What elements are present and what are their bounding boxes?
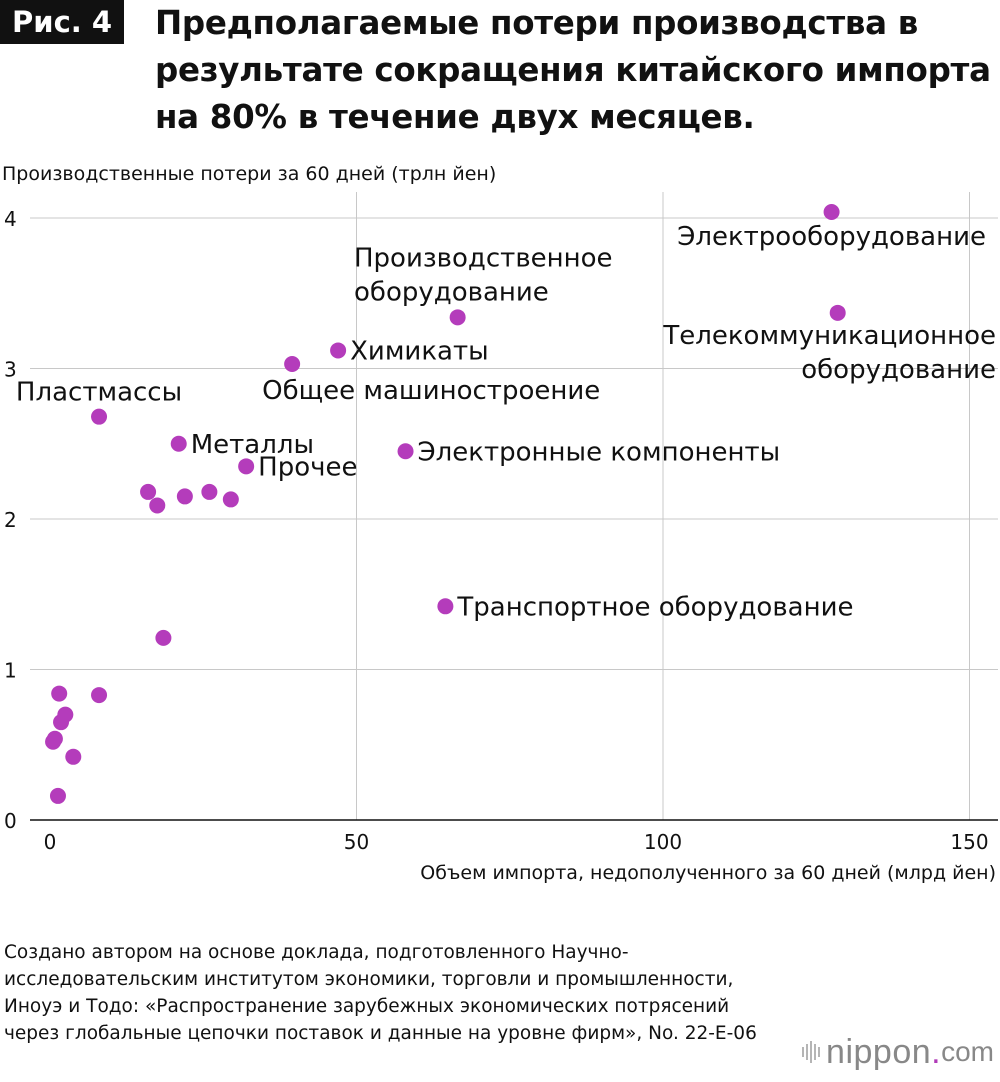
point-label: Производственное оборудование xyxy=(354,243,613,307)
data-point xyxy=(201,483,218,500)
figure-badge: Рис. 4 xyxy=(0,0,125,44)
y-tick-label: 1 xyxy=(4,659,17,683)
point-label: Электрооборудование xyxy=(677,222,986,252)
chart-title: Предполагаемые потери производства в рез… xyxy=(155,4,991,136)
data-point xyxy=(330,342,347,359)
x-tick-label: 50 xyxy=(344,830,369,854)
logo-bars-icon xyxy=(802,1041,821,1063)
y-axis-title: Производственные потери за 60 дней (трлн… xyxy=(2,163,497,185)
scatter-chart: 0 1 2 3 4 0 50 100 150 Электрооборудование Произв… xyxy=(4,192,998,854)
x-tick-label: 100 xyxy=(644,830,682,854)
data-point xyxy=(91,687,108,704)
data-point xyxy=(284,355,301,372)
data-point xyxy=(46,730,63,747)
point-label-line: Металлы xyxy=(191,430,314,460)
x-axis-title: Объем импорта, недополученного за 60 дне… xyxy=(420,862,996,884)
point-label: Пластмассы xyxy=(16,378,182,408)
y-tick-label: 2 xyxy=(4,508,17,532)
point-label: Транспортное оборудование xyxy=(456,592,853,622)
point-label-line: Химикаты xyxy=(350,336,489,366)
point-label: Телекоммуникационное оборудование xyxy=(662,321,996,385)
logo-dot: . xyxy=(931,1032,942,1071)
point-labels: Электрооборудование Производственное обору… xyxy=(16,222,996,622)
data-point xyxy=(437,598,454,615)
data-point xyxy=(149,497,166,514)
nippon-logo: nippon. com xyxy=(802,1032,994,1071)
point-label: Электронные компоненты xyxy=(418,437,781,467)
data-point xyxy=(53,714,70,731)
data-point xyxy=(91,408,108,425)
x-tick-label: 0 xyxy=(44,830,57,854)
data-point xyxy=(397,443,414,460)
tick-labels: 0 1 2 3 4 0 50 100 150 xyxy=(4,207,989,854)
data-point xyxy=(222,491,239,508)
y-tick-label: 3 xyxy=(4,358,17,382)
data-point xyxy=(170,435,187,452)
y-tick-label: 4 xyxy=(4,207,17,231)
data-point xyxy=(449,309,466,326)
point-label-line: Общее машиностроение xyxy=(262,376,600,406)
point-label-line: Производственное xyxy=(354,243,613,273)
data-point xyxy=(176,488,193,505)
data-point xyxy=(238,458,255,475)
source-note: Создано автором на основе доклада, подго… xyxy=(4,942,757,1044)
data-point xyxy=(140,483,157,500)
point-label-line: Пластмассы xyxy=(16,378,182,408)
data-point xyxy=(65,748,82,765)
point-label: Химикаты xyxy=(350,336,489,366)
point-label: Общее машиностроение xyxy=(262,376,600,406)
point-label-line: Прочее xyxy=(258,452,357,482)
data-point xyxy=(829,304,846,321)
point-label-line: Электрооборудование xyxy=(677,222,986,252)
y-tick-label: 0 xyxy=(4,809,17,833)
point-label-line: Транспортное оборудование xyxy=(456,592,853,622)
data-points xyxy=(45,203,846,804)
point-label-line: Электронные компоненты xyxy=(418,437,781,467)
point-label: Металлы xyxy=(191,430,314,460)
grid-lines xyxy=(30,192,998,820)
point-label-line: оборудование xyxy=(354,277,549,307)
data-point xyxy=(51,685,68,702)
data-point xyxy=(49,787,66,804)
point-label-line: оборудование xyxy=(801,355,996,385)
logo-suffix: com xyxy=(941,1036,994,1067)
data-point xyxy=(155,629,172,646)
point-label-line: Телекоммуникационное xyxy=(662,321,996,351)
x-tick-label: 150 xyxy=(950,830,988,854)
point-label: Прочее xyxy=(258,452,357,482)
data-point xyxy=(823,203,840,220)
logo-name: nippon xyxy=(826,1032,932,1071)
